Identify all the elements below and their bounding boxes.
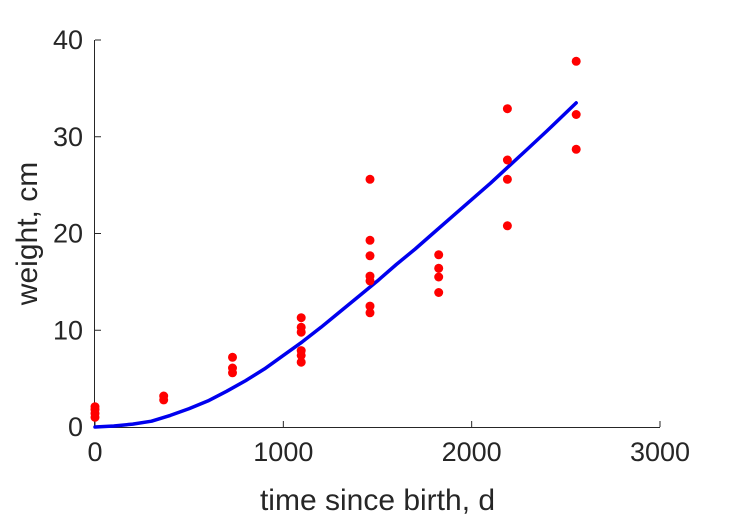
data-point [434, 272, 444, 282]
data-point [571, 56, 581, 66]
data-point [502, 155, 512, 165]
data-point [90, 402, 100, 412]
data-points [90, 56, 581, 422]
data-point [502, 104, 512, 114]
y-ticks: 0 10 20 30 40 [53, 25, 101, 442]
data-point [365, 308, 375, 318]
data-point [502, 174, 512, 184]
y-tick-label: 40 [53, 25, 83, 55]
data-point [365, 251, 375, 261]
data-point [296, 313, 306, 323]
x-tick-label: 2000 [442, 437, 502, 467]
data-point [434, 263, 444, 273]
data-point [296, 346, 306, 356]
x-tick-label: 3000 [630, 437, 690, 467]
x-ticks: 0 1000 2000 3000 [87, 421, 690, 467]
data-point [365, 301, 375, 311]
data-point [228, 363, 237, 373]
data-point [434, 288, 444, 297]
y-tick-label: 0 [68, 412, 83, 442]
data-point [159, 391, 169, 401]
data-point [571, 110, 581, 119]
data-point [228, 352, 237, 362]
data-point [434, 250, 444, 260]
data-point [365, 235, 375, 245]
data-point [365, 174, 375, 184]
y-tick-label: 20 [53, 219, 83, 249]
data-point [365, 271, 375, 281]
data-point [571, 144, 581, 154]
data-point [296, 322, 306, 332]
y-tick-label: 30 [53, 122, 83, 152]
y-axis-label: weight, cm [11, 162, 44, 306]
y-tick-label: 10 [53, 315, 83, 345]
x-tick-label: 0 [87, 437, 102, 467]
x-axis-label: time since birth, d [260, 484, 495, 517]
x-tick-label: 1000 [253, 437, 313, 467]
data-point [296, 357, 306, 367]
data-point [502, 221, 512, 231]
fit-curve [93, 101, 578, 429]
axes: 0 1000 2000 3000 0 10 20 30 40 [53, 25, 690, 467]
fit-line-group [93, 101, 578, 429]
